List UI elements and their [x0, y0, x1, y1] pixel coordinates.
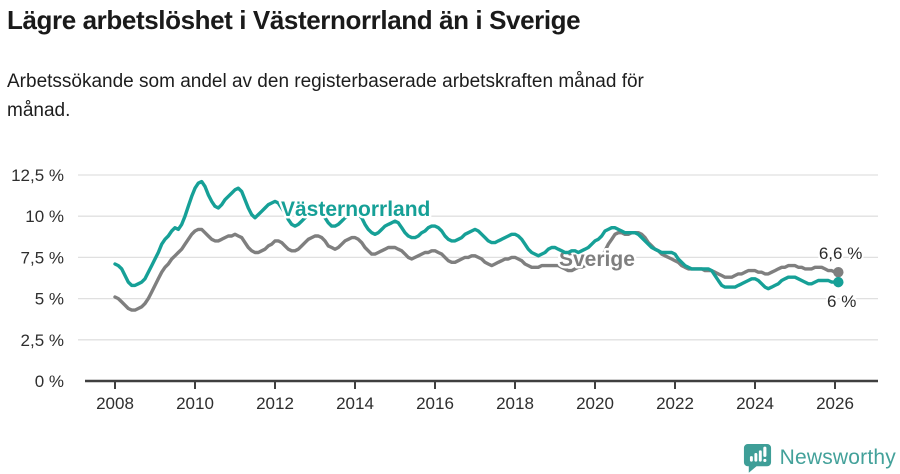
x-axis-tick-label: 2008 [96, 394, 134, 413]
x-axis-tick-label: 2018 [496, 394, 534, 413]
x-axis-tick-label: 2010 [176, 394, 214, 413]
x-axis-tick-label: 2024 [736, 394, 774, 413]
end-value-label-sverige: 6,6 % [819, 244, 862, 263]
endpoint-dot-sverige [833, 267, 844, 278]
y-axis-tick-label: 0 % [35, 372, 64, 391]
y-axis-tick-label: 12,5 % [11, 166, 64, 185]
series-label-västernorrland: Västernorrland [281, 198, 430, 221]
x-axis-tick-label: 2016 [416, 394, 454, 413]
newsworthy-brand-name: Newsworthy [779, 445, 896, 469]
subtitle-line-1: Arbetssökande som andel av den registerb… [7, 71, 644, 92]
newsworthy-branding[interactable]: Newsworthy [742, 442, 896, 473]
series-line-västernorrland [113, 179, 840, 291]
x-axis-tick-label: 2012 [256, 394, 294, 413]
x-axis-tick-label: 2020 [576, 394, 614, 413]
y-axis-tick-label: 2,5 % [21, 331, 64, 350]
y-axis-tick-label: 10 % [25, 207, 64, 226]
x-axis-tick-label: 2022 [656, 394, 694, 413]
end-value-label-västernorrland: 6 % [827, 292, 856, 311]
series-line-sverige [113, 227, 840, 312]
x-axis-tick-label: 2026 [816, 394, 854, 413]
y-axis-tick-label: 5 % [35, 290, 64, 309]
endpoint-dot-västernorrland [833, 276, 844, 288]
chart-title: Lägre arbetslöshet i Västernorrland än i… [7, 5, 581, 35]
y-axis-tick-label: 7,5 % [21, 248, 64, 267]
series-label-sverige: Sverige [559, 248, 635, 271]
chart-subtitle: Arbetssökande som andel av den registerb… [7, 67, 644, 125]
newsworthy-logo-icon [743, 443, 771, 473]
x-axis-tick-label: 2014 [336, 394, 374, 413]
subtitle-line-2: månad. [7, 100, 71, 121]
